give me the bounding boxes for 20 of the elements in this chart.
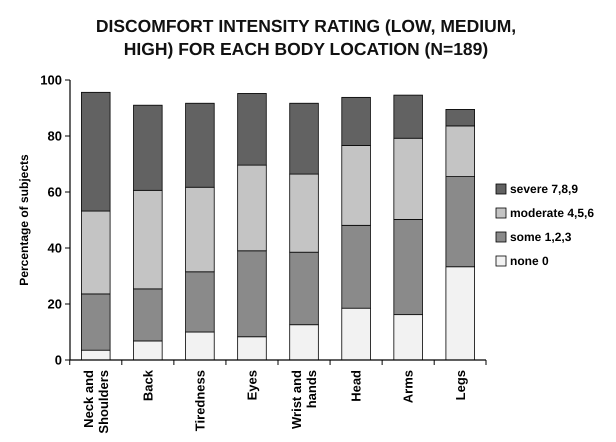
x-tick-label: Arms (400, 370, 416, 404)
x-tick-label: Eyes (244, 370, 260, 400)
y-tick-label: 80 (48, 128, 62, 144)
y-axis-title: Percentage of subjects (17, 154, 31, 286)
y-tick-label: 0 (54, 352, 62, 368)
legend-label: severe 7,8,9 (510, 182, 578, 196)
y-tick-label: 60 (48, 184, 62, 200)
x-tick-label: Tiredness (192, 370, 208, 432)
legend-label: none 0 (510, 254, 549, 268)
x-tick-label: Back (140, 369, 156, 402)
y-tick-label: 20 (48, 296, 62, 312)
x-tick-label: Wrist and hands (289, 370, 320, 429)
legend-label: moderate 4,5,6 (510, 206, 594, 220)
chart-title: DISCOMFORT INTENSITY RATING (LOW, MEDIUM, HIGH) FOR EACH BODY LOCATION (N=189) (96, 16, 516, 59)
x-tick-label: Neck and Shoulders (80, 370, 111, 434)
y-tick-label: 40 (48, 240, 62, 256)
x-tick-label: Head (348, 370, 364, 402)
y-tick-label: 100 (40, 72, 62, 88)
legend-label: some 1,2,3 (510, 230, 572, 244)
x-tick-label: Legs (452, 370, 468, 400)
